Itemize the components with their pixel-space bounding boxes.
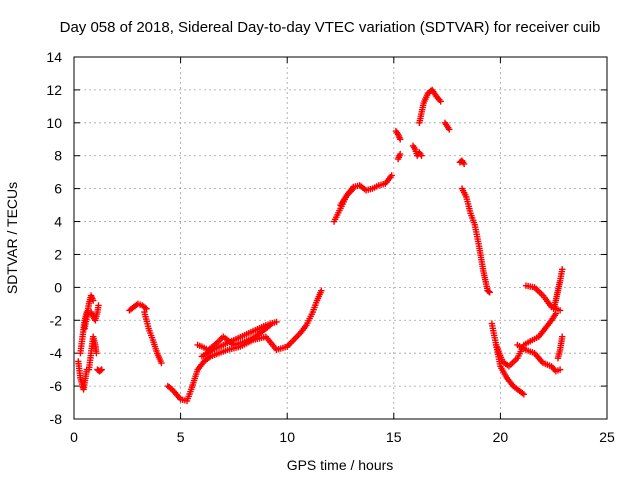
series-track-c (81, 292, 97, 332)
x-tick-label: 25 (599, 429, 615, 445)
y-tick-label: 4 (54, 214, 62, 230)
data-point (485, 288, 492, 295)
series-track-n (337, 185, 357, 209)
series-track-o (392, 127, 404, 143)
data-point (460, 160, 468, 168)
series-track-y (522, 282, 564, 314)
data-point (396, 150, 404, 158)
data-point (93, 349, 100, 357)
series-track-l (284, 287, 325, 350)
y-tick-label: -4 (50, 345, 63, 361)
data-point (520, 391, 528, 398)
data-point (446, 126, 453, 133)
x-tick-label: 0 (70, 429, 78, 445)
series-track-aa (554, 333, 566, 362)
chart-title: Day 058 of 2018, Sidereal Day-to-day VTE… (60, 19, 601, 36)
y-tick-label: -6 (50, 378, 63, 394)
data-point (437, 98, 444, 105)
data-point (559, 266, 566, 273)
data-point (158, 359, 165, 367)
data-point (318, 287, 325, 294)
series-track-i (164, 333, 291, 405)
data-point (519, 390, 526, 397)
data-point (273, 318, 280, 326)
y-tick-label: 6 (54, 181, 62, 197)
series-track-z (550, 266, 566, 312)
series-track-k (198, 318, 280, 360)
data-point (396, 136, 404, 143)
series-track-g (126, 300, 150, 314)
data-point (388, 172, 395, 179)
plot-border (73, 56, 608, 420)
data-point (89, 297, 97, 304)
series-track-f (94, 366, 105, 375)
y-tick-label: -2 (50, 312, 63, 328)
series-track-u (458, 185, 493, 296)
series-track-e (87, 302, 102, 324)
data-point (486, 289, 493, 296)
data-point (95, 302, 102, 309)
series-track-a (75, 358, 90, 393)
series-track-s (441, 119, 453, 133)
y-tick-label: -8 (50, 411, 63, 427)
y-tick-label: 14 (46, 49, 62, 65)
x-tick-label: 15 (386, 429, 402, 445)
data-point (350, 185, 357, 192)
grid-lines (74, 57, 607, 419)
data-point (559, 333, 566, 340)
y-tick-label: 8 (54, 148, 62, 164)
x-axis-label: GPS time / hours (287, 457, 394, 473)
y-tick-label: 2 (54, 246, 62, 262)
x-tick-label: 20 (493, 429, 509, 445)
series-track-d (85, 333, 100, 373)
series-track-r (416, 86, 444, 127)
x-tick-label: 10 (279, 429, 295, 445)
y-tick-label: 10 (46, 115, 62, 131)
y-tick-label: 0 (54, 279, 62, 295)
axis-ticks: 0 5 10 15 20 25 -8 -6 -4 -2 0 2 4 6 8 10 12 14 (46, 49, 615, 445)
series-track-t (456, 157, 468, 168)
series-track-q (409, 142, 425, 159)
x-tick-label: 5 (177, 429, 185, 445)
y-tick-label: 12 (46, 82, 62, 98)
data-point (141, 304, 149, 311)
series-track-w (492, 310, 560, 370)
data-point (143, 305, 150, 312)
y-axis-label: SDTVAR / TECUs (4, 182, 20, 294)
data-points (75, 86, 566, 405)
data-point (98, 366, 105, 373)
series-track-h (141, 308, 165, 367)
data-point (556, 366, 564, 373)
series-track-p (394, 150, 404, 163)
data-point (556, 307, 564, 314)
series-track-x (514, 341, 564, 375)
data-point (97, 367, 104, 374)
data-point (418, 152, 425, 159)
series-track-j (194, 322, 274, 354)
